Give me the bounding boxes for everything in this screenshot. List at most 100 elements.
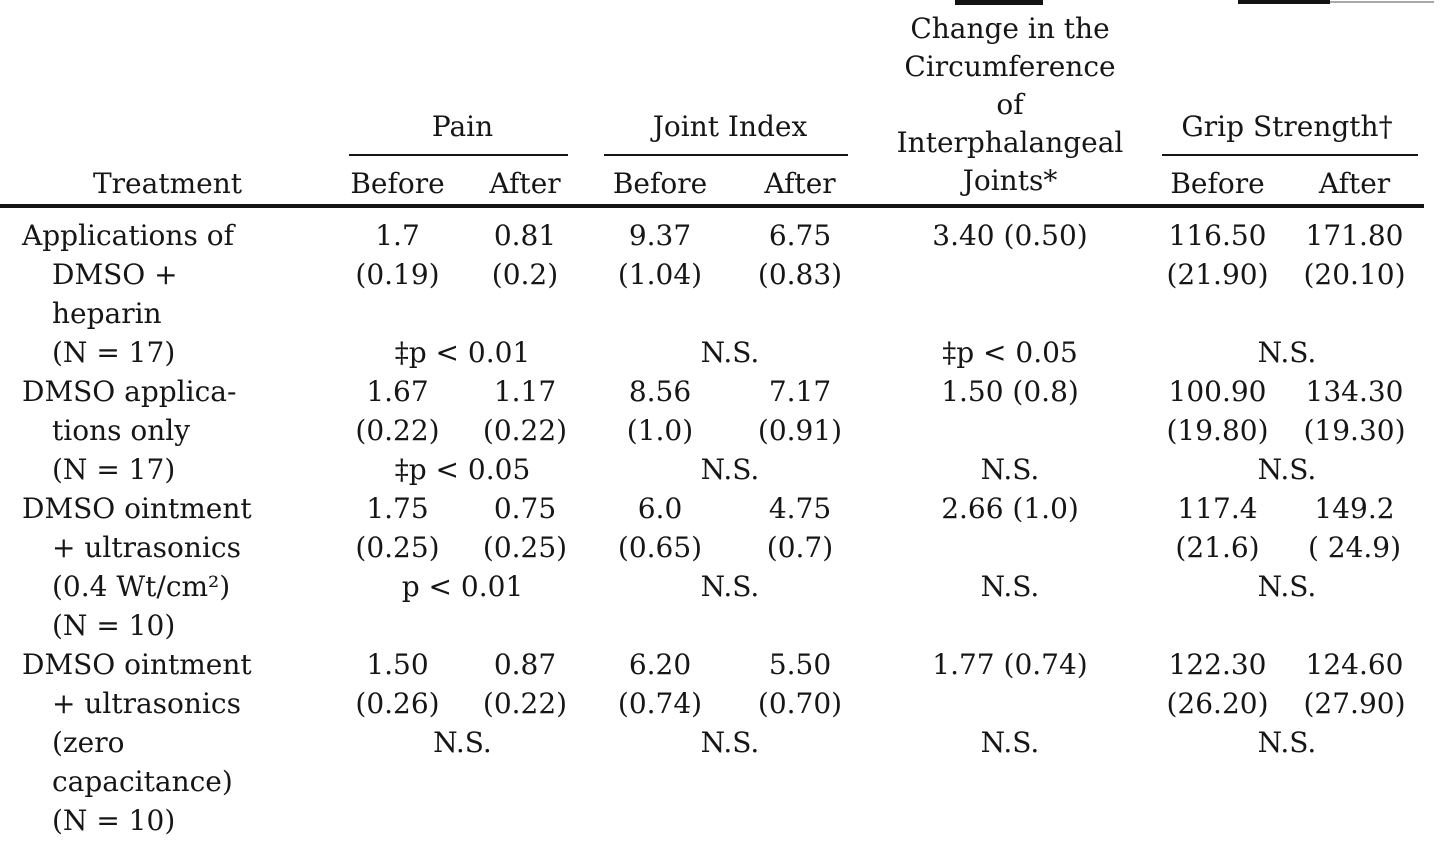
pain-after-value: 1.17 xyxy=(493,375,557,408)
table-row-line: DMSO applica- 1.67 1.17 8.56 7.17 1.50 (… xyxy=(0,372,1424,411)
pain-before-value: 1.50 xyxy=(366,648,429,681)
grip-before-value: 117.4 xyxy=(1177,492,1258,525)
grip-after-value: 171.80 xyxy=(1305,219,1404,252)
pain-significance: p < 0.01 xyxy=(401,570,524,603)
grip-after-value: 134.30 xyxy=(1305,375,1404,408)
pain-after-value: 0.81 xyxy=(493,219,557,252)
grip-before-value: 116.50 xyxy=(1168,219,1267,252)
scan-artifact-rule xyxy=(1330,1,1434,3)
circumference-value: 1.50 (0.8) xyxy=(941,375,1079,408)
joint-index-before-se: (0.65) xyxy=(617,531,703,564)
table-row-line: DMSO + (0.19) (0.2) (1.04) (0.83) (21.90… xyxy=(0,255,1424,294)
treatment-cell: (zero xyxy=(52,726,125,759)
pain-after-value: 0.87 xyxy=(493,648,557,681)
joint-index-significance: N.S. xyxy=(700,453,760,486)
header-rule xyxy=(0,204,1424,208)
scan-artifact-rule xyxy=(955,0,1043,5)
table-header: Pain Joint Index Change in the Circumfer… xyxy=(0,0,1424,204)
grip-after-se: (19.30) xyxy=(1303,414,1406,447)
joint-index-underline xyxy=(604,154,848,156)
grip-strength-header-label: Grip Strength† xyxy=(1181,110,1393,143)
table-row-line: + ultrasonics (0.26) (0.22) (0.74) (0.70… xyxy=(0,684,1424,723)
joint-index-column-group: Joint Index xyxy=(590,110,870,156)
circumference-significance: N.S. xyxy=(980,570,1040,603)
grip-after-se: (20.10) xyxy=(1303,258,1406,291)
table-row-line: (N = 17) ‡p < 0.01 N.S. ‡p < 0.05 N.S. xyxy=(0,333,1424,372)
circumference-header: Change in the Circumference of Interphal… xyxy=(870,0,1150,204)
treatment-header-label: Treatment xyxy=(93,167,242,200)
joint-index-before-header: Before xyxy=(612,167,708,200)
circumference-value: 3.40 (0.50) xyxy=(932,219,1088,252)
treatment-cell: heparin xyxy=(52,297,162,330)
joint-index-before-se: (1.0) xyxy=(626,414,694,447)
pain-before-se: (0.26) xyxy=(355,687,440,720)
joint-index-after-se: (0.83) xyxy=(757,258,843,291)
joint-index-before-se: (1.04) xyxy=(617,258,703,291)
grip-before-value: 100.90 xyxy=(1168,375,1267,408)
joint-index-after-value: 5.50 xyxy=(768,648,832,681)
pain-after-header: After xyxy=(489,167,561,200)
treatment-cell: capacitance) xyxy=(52,765,233,798)
pain-after-se: (0.22) xyxy=(482,414,568,447)
joint-index-before-value: 8.56 xyxy=(628,375,692,408)
joint-index-before-value: 9.37 xyxy=(628,219,692,252)
treatment-cell: (N = 17) xyxy=(52,453,176,486)
table-row-line: DMSO ointment 1.75 0.75 6.0 4.75 2.66 (1… xyxy=(0,489,1424,528)
table-row-line: heparin xyxy=(0,294,1424,333)
table-body: Applications of 1.7 0.81 9.37 6.75 3.40 … xyxy=(0,208,1456,840)
circumference-significance: ‡p < 0.05 xyxy=(942,336,1078,369)
grip-significance: N.S. xyxy=(1257,726,1317,759)
joint-index-after-se: (0.7) xyxy=(766,531,834,564)
joint-index-before-value: 6.0 xyxy=(637,492,683,525)
pain-significance: ‡p < 0.01 xyxy=(394,336,531,369)
table-row-line: (N = 10) xyxy=(0,801,1424,840)
circumference-significance: N.S. xyxy=(980,726,1040,759)
table-row-line: (zero N.S. N.S. N.S. N.S. xyxy=(0,723,1424,762)
joint-index-significance: N.S. xyxy=(700,570,760,603)
treatment-cell: (N = 10) xyxy=(52,804,176,837)
grip-after-header: After xyxy=(1318,167,1391,200)
grip-significance: N.S. xyxy=(1257,453,1317,486)
joint-index-before-value: 6.20 xyxy=(628,648,692,681)
circumference-significance: N.S. xyxy=(980,453,1040,486)
joint-index-significance: N.S. xyxy=(700,726,760,759)
joint-index-after-header: After xyxy=(764,167,836,200)
pain-after-se: (0.2) xyxy=(491,258,559,291)
pain-significance: N.S. xyxy=(433,726,492,759)
circumference-header-line: Change in the xyxy=(910,12,1110,45)
joint-index-after-value: 4.75 xyxy=(768,492,832,525)
table-row-line: capacitance) xyxy=(0,762,1424,801)
pain-before-value: 1.7 xyxy=(375,219,420,252)
pain-before-se: (0.19) xyxy=(355,258,440,291)
scan-artifact-rule xyxy=(1238,0,1330,4)
grip-before-header: Before xyxy=(1170,167,1265,200)
treatment-cell: + ultrasonics xyxy=(52,531,241,564)
table-row-line: (N = 17) ‡p < 0.05 N.S. N.S. N.S. xyxy=(0,450,1424,489)
treatment-cell: DMSO applica- xyxy=(22,375,237,408)
grip-before-se: (21.6) xyxy=(1175,531,1260,564)
circumference-header-line: of xyxy=(996,88,1024,121)
circumference-header-line: Joints* xyxy=(962,164,1058,197)
pain-before-se: (0.25) xyxy=(355,531,440,564)
grip-before-se: (19.80) xyxy=(1166,414,1269,447)
grip-after-se: (27.90) xyxy=(1303,687,1406,720)
treatment-cell: + ultrasonics xyxy=(52,687,241,720)
treatment-cell: DMSO + xyxy=(52,258,178,291)
treatment-cell: (N = 10) xyxy=(52,609,176,642)
treatment-cell: Applications of xyxy=(22,219,234,252)
pain-before-se: (0.22) xyxy=(355,414,440,447)
pain-before-value: 1.75 xyxy=(366,492,429,525)
joint-index-after-value: 7.17 xyxy=(768,375,832,408)
circumference-value: 1.77 (0.74) xyxy=(932,648,1088,681)
pain-after-se: (0.22) xyxy=(482,687,568,720)
pain-before-header: Before xyxy=(350,167,445,200)
grip-significance: N.S. xyxy=(1257,570,1317,603)
table-row-line: DMSO ointment 1.50 0.87 6.20 5.50 1.77 (… xyxy=(0,645,1424,684)
table-row-line: tions only (0.22) (0.22) (1.0) (0.91) (1… xyxy=(0,411,1424,450)
table-row-line: + ultrasonics (0.25) (0.25) (0.65) (0.7)… xyxy=(0,528,1424,567)
grip-after-value: 124.60 xyxy=(1305,648,1404,681)
pain-header-label: Pain xyxy=(431,110,494,143)
pain-column-group: Pain xyxy=(335,110,590,156)
circumference-value: 2.66 (1.0) xyxy=(941,492,1079,525)
